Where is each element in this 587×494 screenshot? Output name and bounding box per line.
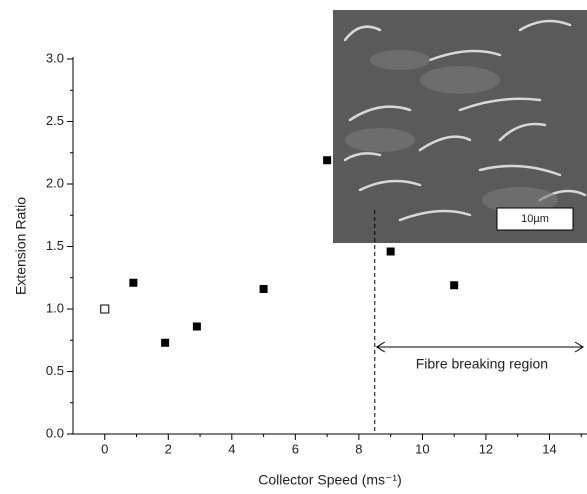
data-point — [100, 304, 110, 314]
data-point — [323, 156, 332, 165]
data-point — [161, 338, 170, 347]
data-point — [259, 285, 268, 293]
arrow-head — [375, 341, 386, 353]
x-tick-label: 4 — [228, 441, 235, 456]
inset-micrograph: 10µm — [333, 10, 587, 243]
inset-scale-label: 10µm — [521, 213, 549, 225]
y-tick-label: 2.5 — [46, 113, 64, 128]
y-tick-label: 0.5 — [46, 363, 64, 378]
x-tick-label: 0 — [101, 441, 108, 456]
x-axis-label: Collector Speed (ms⁻¹) — [258, 472, 402, 488]
y-tick-label: 1.0 — [46, 300, 64, 315]
x-tick-label: 8 — [355, 441, 362, 456]
y-tick-label: 3.0 — [46, 50, 64, 65]
data-point — [386, 247, 395, 256]
arrow-head — [574, 341, 584, 353]
y-tick-label: 1.5 — [46, 238, 64, 253]
data-point — [450, 281, 459, 290]
x-tick-label: 10 — [415, 441, 429, 456]
x-tick-label: 2 — [165, 441, 172, 456]
y-axis-label: Extension Ratio — [13, 197, 29, 295]
annotation: Fibre breaking region — [416, 356, 548, 372]
x-tick-label: 6 — [292, 441, 299, 456]
y-tick-label: 0.0 — [46, 425, 64, 440]
data-point — [192, 322, 201, 331]
y-tick-label: 2.0 — [46, 175, 64, 190]
x-tick-label: 12 — [479, 441, 493, 456]
x-tick-label: 14 — [542, 441, 556, 456]
data-point — [129, 278, 138, 287]
